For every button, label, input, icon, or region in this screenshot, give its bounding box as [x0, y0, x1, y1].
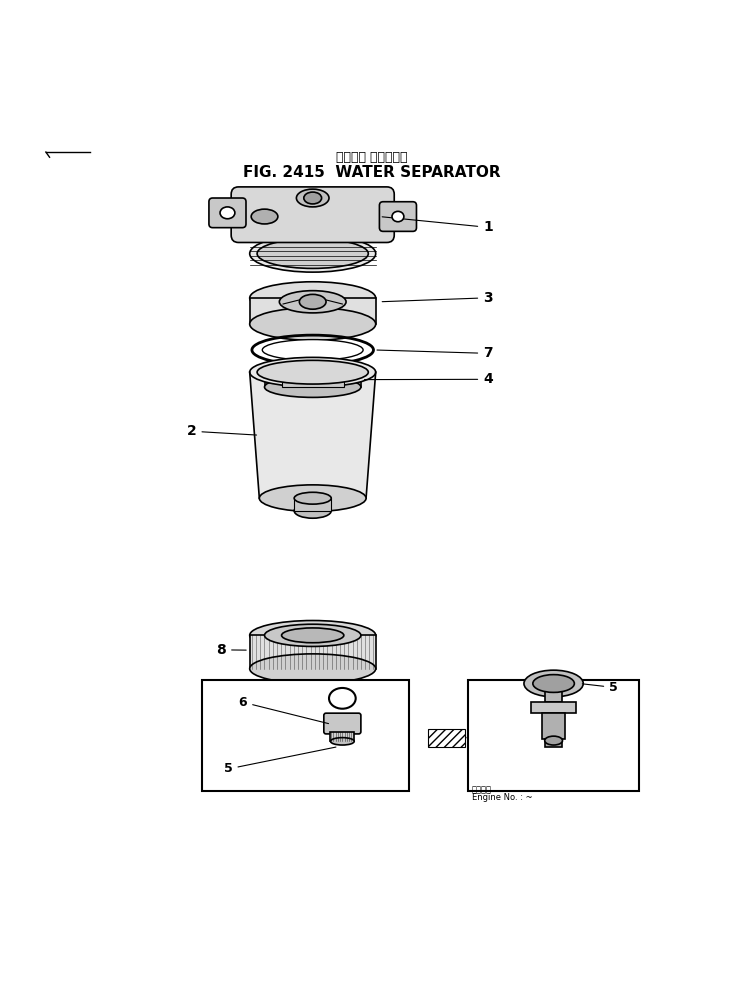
Text: 1: 1 — [382, 217, 493, 234]
Ellipse shape — [392, 212, 404, 222]
Ellipse shape — [545, 736, 562, 745]
Ellipse shape — [533, 674, 574, 692]
Text: Engine No. : ~: Engine No. : ~ — [472, 793, 533, 802]
Bar — [294, 498, 331, 510]
Ellipse shape — [294, 503, 331, 518]
Bar — [542, 713, 565, 739]
Ellipse shape — [524, 671, 583, 697]
Ellipse shape — [250, 620, 376, 650]
Ellipse shape — [250, 235, 376, 272]
Text: 適用番号: 適用番号 — [472, 785, 492, 794]
FancyBboxPatch shape — [202, 679, 409, 791]
FancyBboxPatch shape — [379, 202, 417, 231]
Ellipse shape — [304, 192, 321, 204]
Ellipse shape — [257, 238, 368, 268]
Bar — [265, 372, 361, 387]
Bar — [531, 702, 576, 713]
Ellipse shape — [220, 207, 235, 219]
Ellipse shape — [250, 357, 376, 387]
FancyBboxPatch shape — [469, 679, 639, 791]
Text: 5: 5 — [224, 747, 336, 775]
Ellipse shape — [279, 291, 346, 313]
FancyBboxPatch shape — [324, 713, 361, 734]
Bar — [428, 729, 465, 747]
Ellipse shape — [263, 339, 363, 360]
Ellipse shape — [265, 377, 361, 398]
Polygon shape — [250, 372, 376, 498]
Ellipse shape — [251, 209, 278, 224]
Ellipse shape — [250, 308, 376, 340]
Text: ウォータ セパレータ: ウォータ セパレータ — [336, 150, 408, 164]
Bar — [250, 635, 376, 669]
Text: 4: 4 — [365, 372, 493, 387]
FancyBboxPatch shape — [231, 187, 394, 242]
Ellipse shape — [260, 485, 366, 511]
Bar — [545, 739, 562, 747]
Ellipse shape — [296, 189, 329, 207]
Text: 6: 6 — [239, 695, 329, 724]
Ellipse shape — [299, 295, 326, 310]
Text: 2: 2 — [187, 424, 257, 438]
Ellipse shape — [250, 654, 376, 683]
Bar — [281, 372, 344, 387]
Bar — [330, 732, 354, 742]
Text: 7: 7 — [377, 346, 493, 360]
Text: FIG. 2415  WATER SEPARATOR: FIG. 2415 WATER SEPARATOR — [243, 164, 501, 180]
Ellipse shape — [330, 738, 354, 745]
Ellipse shape — [294, 493, 331, 504]
Text: 3: 3 — [382, 291, 493, 305]
Ellipse shape — [329, 688, 356, 709]
Text: 8: 8 — [217, 643, 246, 657]
FancyBboxPatch shape — [209, 198, 246, 227]
Bar — [545, 683, 562, 702]
Ellipse shape — [265, 360, 361, 384]
Text: 5: 5 — [583, 680, 618, 694]
Bar — [250, 298, 376, 324]
Ellipse shape — [257, 360, 368, 384]
Ellipse shape — [250, 282, 376, 315]
Ellipse shape — [281, 365, 344, 380]
Ellipse shape — [265, 624, 361, 647]
Ellipse shape — [281, 628, 344, 643]
